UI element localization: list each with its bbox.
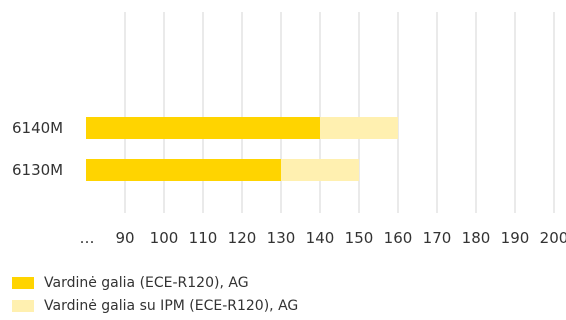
x-tick-label-150: 150 bbox=[345, 229, 374, 247]
category-label-6130M: 6130M bbox=[12, 161, 63, 179]
legend: Vardinė galia (ECE-R120), AG Vardinė gal… bbox=[12, 272, 298, 318]
x-tick-label-ellipsis: … bbox=[80, 229, 95, 247]
x-tick-label-110: 110 bbox=[189, 229, 218, 247]
x-tick-label-180: 180 bbox=[462, 229, 491, 247]
legend-item-rated-power: Vardinė galia (ECE-R120), AG bbox=[12, 272, 298, 294]
legend-item-rated-power-ipm: Vardinė galia su IPM (ECE-R120), AG bbox=[12, 295, 298, 317]
bar-chart: 6140M 6130M … 90 100 110 120 130 140 150 160 170 18… bbox=[12, 12, 566, 247]
legend-swatch-rated-power bbox=[12, 277, 34, 289]
legend-label-rated-power-ipm: Vardinė galia su IPM (ECE-R120), AG bbox=[44, 298, 299, 314]
category-label-6140M: 6140M bbox=[12, 119, 63, 137]
x-tick-labels: … 90 100 110 120 130 140 150 160 170 180 190 200 bbox=[80, 229, 566, 247]
bar-6140M-series-0 bbox=[86, 117, 320, 139]
gridlines bbox=[124, 12, 555, 213]
x-tick-label-130: 130 bbox=[267, 229, 296, 247]
x-tick-label-120: 120 bbox=[228, 229, 257, 247]
x-tick-label-90: 90 bbox=[115, 229, 134, 247]
bars bbox=[86, 117, 398, 181]
legend-swatch-rated-power-ipm bbox=[12, 300, 34, 312]
x-tick-label-160: 160 bbox=[384, 229, 413, 247]
bar-6130M-series-0 bbox=[86, 159, 281, 181]
legend-label-rated-power: Vardinė galia (ECE-R120), AG bbox=[44, 275, 249, 291]
x-tick-label-170: 170 bbox=[423, 229, 452, 247]
x-tick-label-100: 100 bbox=[150, 229, 179, 247]
x-tick-label-200: 200 bbox=[540, 229, 566, 247]
x-tick-label-140: 140 bbox=[306, 229, 335, 247]
category-labels: 6140M 6130M bbox=[12, 119, 63, 179]
x-tick-label-190: 190 bbox=[501, 229, 530, 247]
